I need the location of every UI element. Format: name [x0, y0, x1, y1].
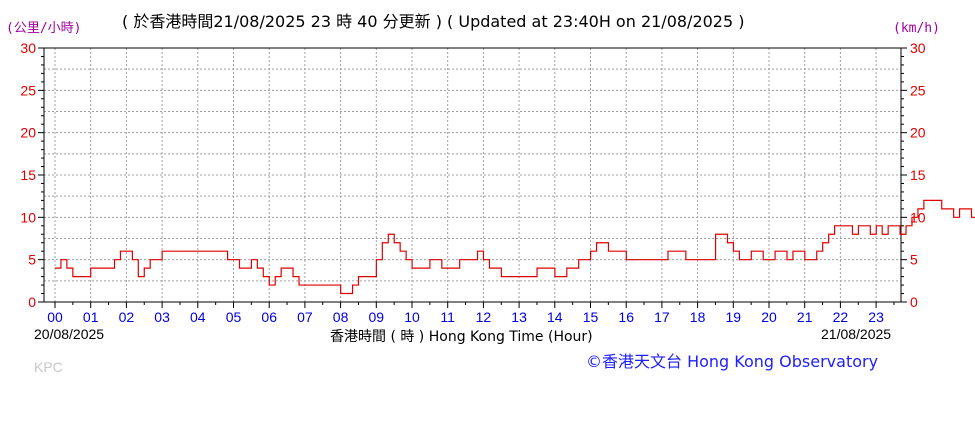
- x-tick-label: 02: [119, 309, 135, 325]
- y-tick-label-left: 5: [28, 252, 36, 268]
- observatory-credit: ©香港天文台 Hong Kong Observatory: [586, 352, 878, 371]
- x-tick-label: 16: [618, 309, 634, 325]
- update-timestamp: ( 於香港時間21/08/2025 23 時 40 分更新 ) ( Update…: [122, 12, 745, 31]
- x-tick-label: 00: [47, 309, 63, 325]
- y-tick-label-right: 0: [910, 294, 918, 310]
- y-axis-left: 0 5 10 15 20 25 30: [20, 40, 44, 310]
- unit-label-left: (公里/小時): [6, 21, 81, 36]
- x-tick-label: 12: [476, 309, 492, 325]
- x-tick-label: 22: [833, 309, 849, 325]
- x-tick-label: 01: [83, 309, 99, 325]
- y-tick-label-left: 15: [20, 167, 36, 183]
- x-tick-label: 21: [797, 309, 813, 325]
- y-tick-label-left: 0: [28, 294, 36, 310]
- x-tick-label: 14: [547, 309, 563, 325]
- x-tick-label: 06: [261, 309, 277, 325]
- grid-lines: [44, 47, 901, 302]
- watermark-kpc: KPC: [34, 359, 63, 375]
- x-axis: 00 01 02 03 04 05 06 07 08 09 10 11 12 13 14 15 16 17 18 19…: [47, 302, 895, 325]
- x-tick-label: 07: [297, 309, 313, 325]
- x-tick-label: 05: [226, 309, 242, 325]
- wind-speed-series-line: [55, 199, 975, 295]
- x-axis-title: 香港時間 ( 時 ) Hong Kong Time (Hour): [330, 329, 593, 345]
- x-tick-label: 10: [404, 309, 420, 325]
- y-tick-label-right: 30: [910, 40, 926, 56]
- unit-label-right: (km/h): [893, 21, 940, 36]
- y-tick-label-right: 20: [910, 125, 926, 141]
- x-tick-label: 18: [690, 309, 706, 325]
- x-tick-label: 19: [726, 309, 742, 325]
- x-tick-label: 04: [190, 309, 206, 325]
- x-tick-label: 20: [761, 309, 777, 325]
- end-date-label: 21/08/2025: [821, 326, 891, 342]
- y-tick-label-right: 25: [910, 82, 926, 98]
- x-tick-label: 08: [333, 309, 349, 325]
- y-tick-label-right: 15: [910, 167, 926, 183]
- x-tick-label: 17: [654, 309, 670, 325]
- y-tick-label-left: 20: [20, 125, 36, 141]
- x-tick-label: 09: [369, 309, 385, 325]
- start-date-label: 20/08/2025: [34, 326, 104, 342]
- x-tick-label: 23: [868, 309, 884, 325]
- x-tick-label: 15: [583, 309, 599, 325]
- y-tick-label-left: 10: [20, 209, 36, 225]
- x-tick-label: 03: [154, 309, 170, 325]
- x-tick-label: 13: [511, 309, 527, 325]
- x-tick-label: 11: [440, 309, 455, 325]
- y-tick-label-right: 5: [910, 252, 918, 268]
- y-tick-label-left: 25: [20, 82, 36, 98]
- y-tick-label-left: 30: [20, 40, 36, 56]
